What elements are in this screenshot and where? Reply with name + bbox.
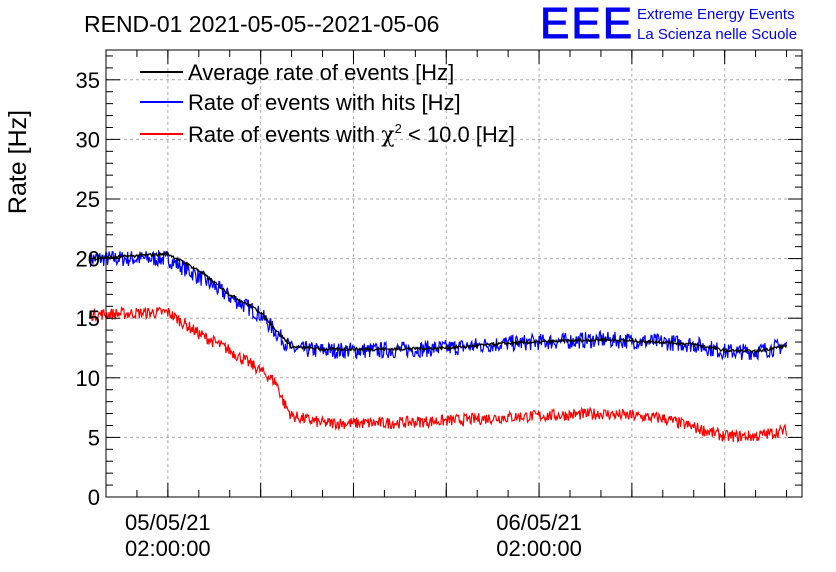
plot-frame bbox=[105, 49, 803, 498]
grid-lines bbox=[106, 50, 802, 497]
y-tick-label: 10 bbox=[76, 366, 100, 391]
org-line-1: Extreme Energy Events bbox=[637, 6, 795, 23]
chart-title: REND-01 2021-05-05--2021-05-06 bbox=[84, 11, 439, 37]
x-tick-label-date: 06/05/21 bbox=[496, 510, 582, 535]
series-line-average bbox=[90, 250, 788, 355]
y-axis-label: Rate [Hz] bbox=[4, 110, 32, 214]
y-tick-label: 20 bbox=[76, 247, 100, 272]
y-tick-label: 25 bbox=[76, 187, 100, 212]
legend-label-hits: Rate of events with hits [Hz] bbox=[188, 90, 461, 115]
x-tick-label-time: 02:00:00 bbox=[125, 536, 211, 561]
y-tick-label: 15 bbox=[76, 306, 100, 331]
series-line-hits bbox=[89, 250, 788, 361]
series-layer bbox=[89, 250, 788, 444]
axes: 0510152025303505/05/2102:00:0006/05/2102… bbox=[76, 49, 803, 561]
legend-label-chi2: Rate of events with χ2 < 10.0 [Hz] bbox=[188, 121, 515, 148]
y-tick-label: 30 bbox=[76, 127, 100, 152]
series-line-chi2 bbox=[89, 305, 788, 444]
x-tick-label-date: 05/05/21 bbox=[125, 510, 211, 535]
eee-logo: EEE bbox=[540, 0, 634, 48]
y-tick-label: 5 bbox=[88, 425, 100, 450]
org-line-2: La Scienza nelle Scuole bbox=[637, 26, 797, 43]
y-tick-label: 35 bbox=[76, 68, 100, 93]
legend: Average rate of events [Hz] Rate of even… bbox=[140, 60, 515, 148]
x-tick-label-time: 02:00:00 bbox=[496, 536, 582, 561]
y-tick-label: 0 bbox=[88, 485, 100, 510]
legend-label-average: Average rate of events [Hz] bbox=[188, 60, 454, 85]
